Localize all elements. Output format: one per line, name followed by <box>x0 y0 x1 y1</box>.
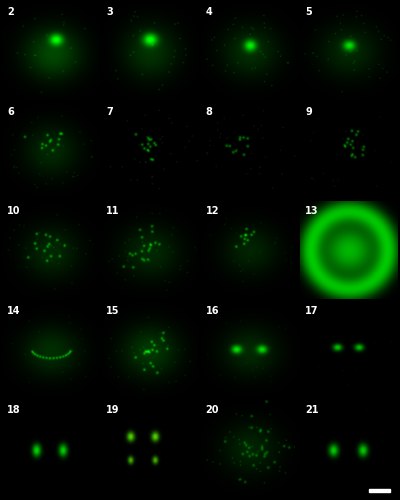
Text: 5: 5 <box>305 8 312 18</box>
Text: 17: 17 <box>305 306 318 316</box>
Text: 18: 18 <box>7 405 20 415</box>
Text: 16: 16 <box>206 306 219 316</box>
Bar <box>369 489 390 492</box>
Text: 6: 6 <box>7 107 14 117</box>
Text: 13: 13 <box>305 206 318 216</box>
Text: 10: 10 <box>7 206 20 216</box>
Text: 11: 11 <box>106 206 120 216</box>
Text: 8: 8 <box>206 107 212 117</box>
Text: 3: 3 <box>106 8 113 18</box>
Text: 4: 4 <box>206 8 212 18</box>
Text: 2: 2 <box>7 8 14 18</box>
Text: 15: 15 <box>106 306 120 316</box>
Text: 14: 14 <box>7 306 20 316</box>
Text: 20: 20 <box>206 405 219 415</box>
Text: 19: 19 <box>106 405 120 415</box>
Text: 12: 12 <box>206 206 219 216</box>
Text: 7: 7 <box>106 107 113 117</box>
Text: 9: 9 <box>305 107 312 117</box>
Text: 21: 21 <box>305 405 318 415</box>
